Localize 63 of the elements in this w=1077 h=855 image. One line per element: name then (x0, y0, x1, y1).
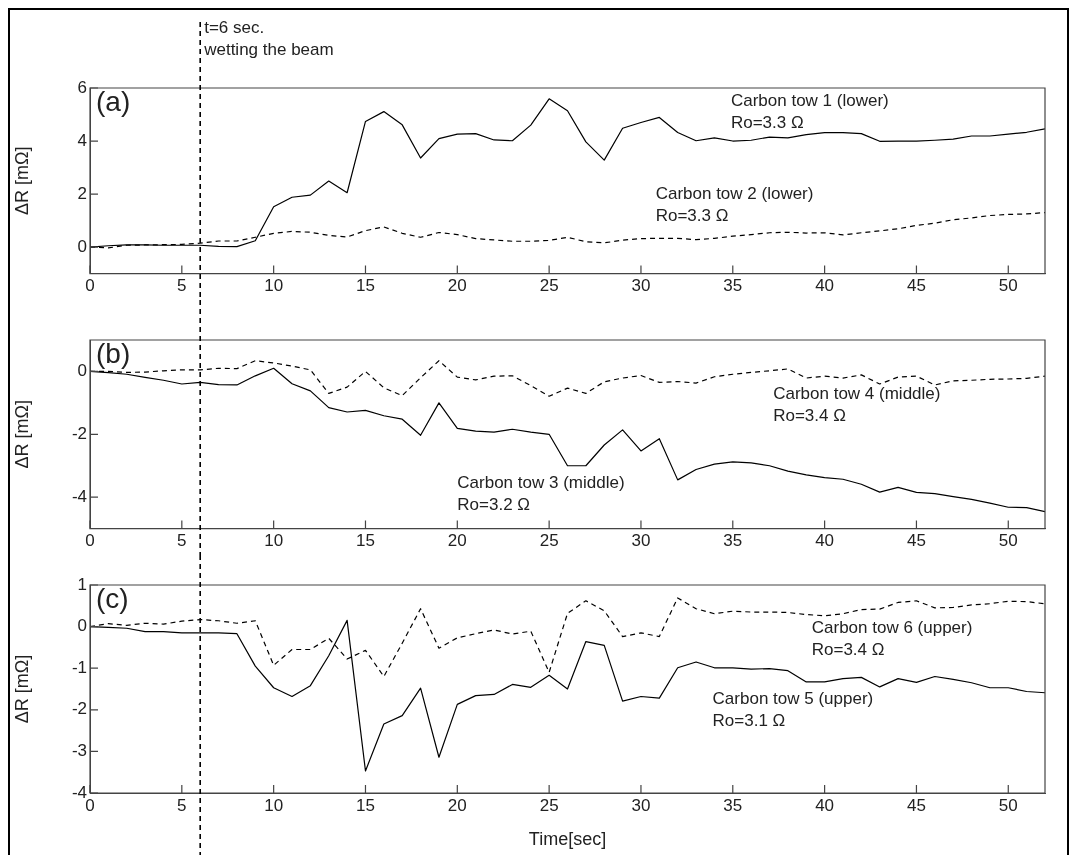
series-label: Carbon tow 4 (middle) (773, 384, 941, 404)
x-tick-label: 35 (723, 795, 743, 815)
x-tick-label: 25 (539, 795, 559, 815)
y-tick-label: 4 (77, 130, 87, 150)
series-label: Carbon tow 6 (upper) (811, 618, 973, 638)
chart-title: (b) (96, 337, 131, 369)
x-tick-label: 15 (356, 531, 375, 551)
annotation: Ro=3.3 Ω (730, 112, 804, 132)
x-tick-label: 10 (264, 795, 284, 815)
y-tick-label: -1 (71, 657, 87, 677)
y-tick-label: -3 (71, 741, 87, 761)
x-tick-label: 25 (539, 276, 559, 296)
x-tick-label: 40 (815, 276, 835, 296)
x-tick-label: 15 (356, 795, 375, 815)
x-tick-label: 20 (447, 276, 467, 296)
x-axis-title: Time[sec] (528, 829, 607, 850)
y-tick-label: 1 (77, 574, 87, 594)
x-tick-label: 50 (998, 531, 1018, 551)
x-tick-label: 45 (906, 795, 926, 815)
x-tick-label: 10 (264, 531, 284, 551)
x-tick-label: 45 (906, 276, 926, 296)
series-label: Carbon tow 1 (lower) (730, 90, 889, 110)
x-tick-label: 30 (631, 531, 651, 551)
x-tick-label: 20 (447, 795, 467, 815)
x-tick-label: 40 (815, 795, 835, 815)
x-tick-label: 10 (264, 276, 284, 296)
y-tick-label: 0 (77, 616, 87, 636)
x-tick-label: 30 (631, 795, 651, 815)
y-tick-label: -4 (71, 486, 87, 506)
x-tick-label: 25 (539, 531, 559, 551)
ref-line-label: t=6 sec. wetting the beam (203, 18, 334, 60)
y-tick-label: 0 (77, 361, 87, 381)
x-tick-label: 5 (177, 795, 187, 815)
x-tick-label: 40 (815, 531, 835, 551)
x-tick-label: 5 (177, 531, 187, 551)
y-tick-label: -4 (71, 782, 87, 802)
y-axis-title: ΔR [mΩ] (11, 400, 32, 469)
x-tick-label: 20 (447, 531, 467, 551)
x-tick-label: 30 (631, 276, 651, 296)
chart-title: (c) (96, 582, 129, 614)
y-axis-title: ΔR [mΩ] (11, 146, 32, 216)
annotation: Ro=3.3 Ω (655, 205, 729, 225)
y-tick-label: 2 (77, 183, 87, 203)
y-tick-label: 6 (77, 77, 87, 97)
x-tick-label: 50 (998, 276, 1018, 296)
y-axis-title: ΔR [mΩ] (11, 654, 32, 724)
annotation: Ro=3.4 Ω (773, 406, 846, 426)
annotation: Ro=3.4 Ω (811, 640, 885, 660)
series-label: Carbon tow 3 (middle) (457, 472, 625, 492)
annotation: Ro=3.1 Ω (712, 710, 786, 730)
x-tick-label: 35 (723, 276, 743, 296)
chart-title: (a) (96, 85, 131, 117)
series-label: Carbon tow 5 (upper) (712, 688, 874, 708)
annotation: Ro=3.2 Ω (457, 494, 531, 514)
y-tick-label: -2 (71, 423, 87, 443)
y-tick-label: 0 (77, 236, 87, 256)
x-tick-label: 5 (177, 276, 187, 296)
x-tick-label: 50 (998, 795, 1018, 815)
x-tick-label: 35 (723, 531, 743, 551)
series-label: Carbon tow 2 (lower) (655, 183, 814, 203)
y-tick-label: -2 (71, 699, 87, 719)
x-tick-label: 45 (906, 531, 926, 551)
x-tick-label: 15 (356, 276, 375, 296)
